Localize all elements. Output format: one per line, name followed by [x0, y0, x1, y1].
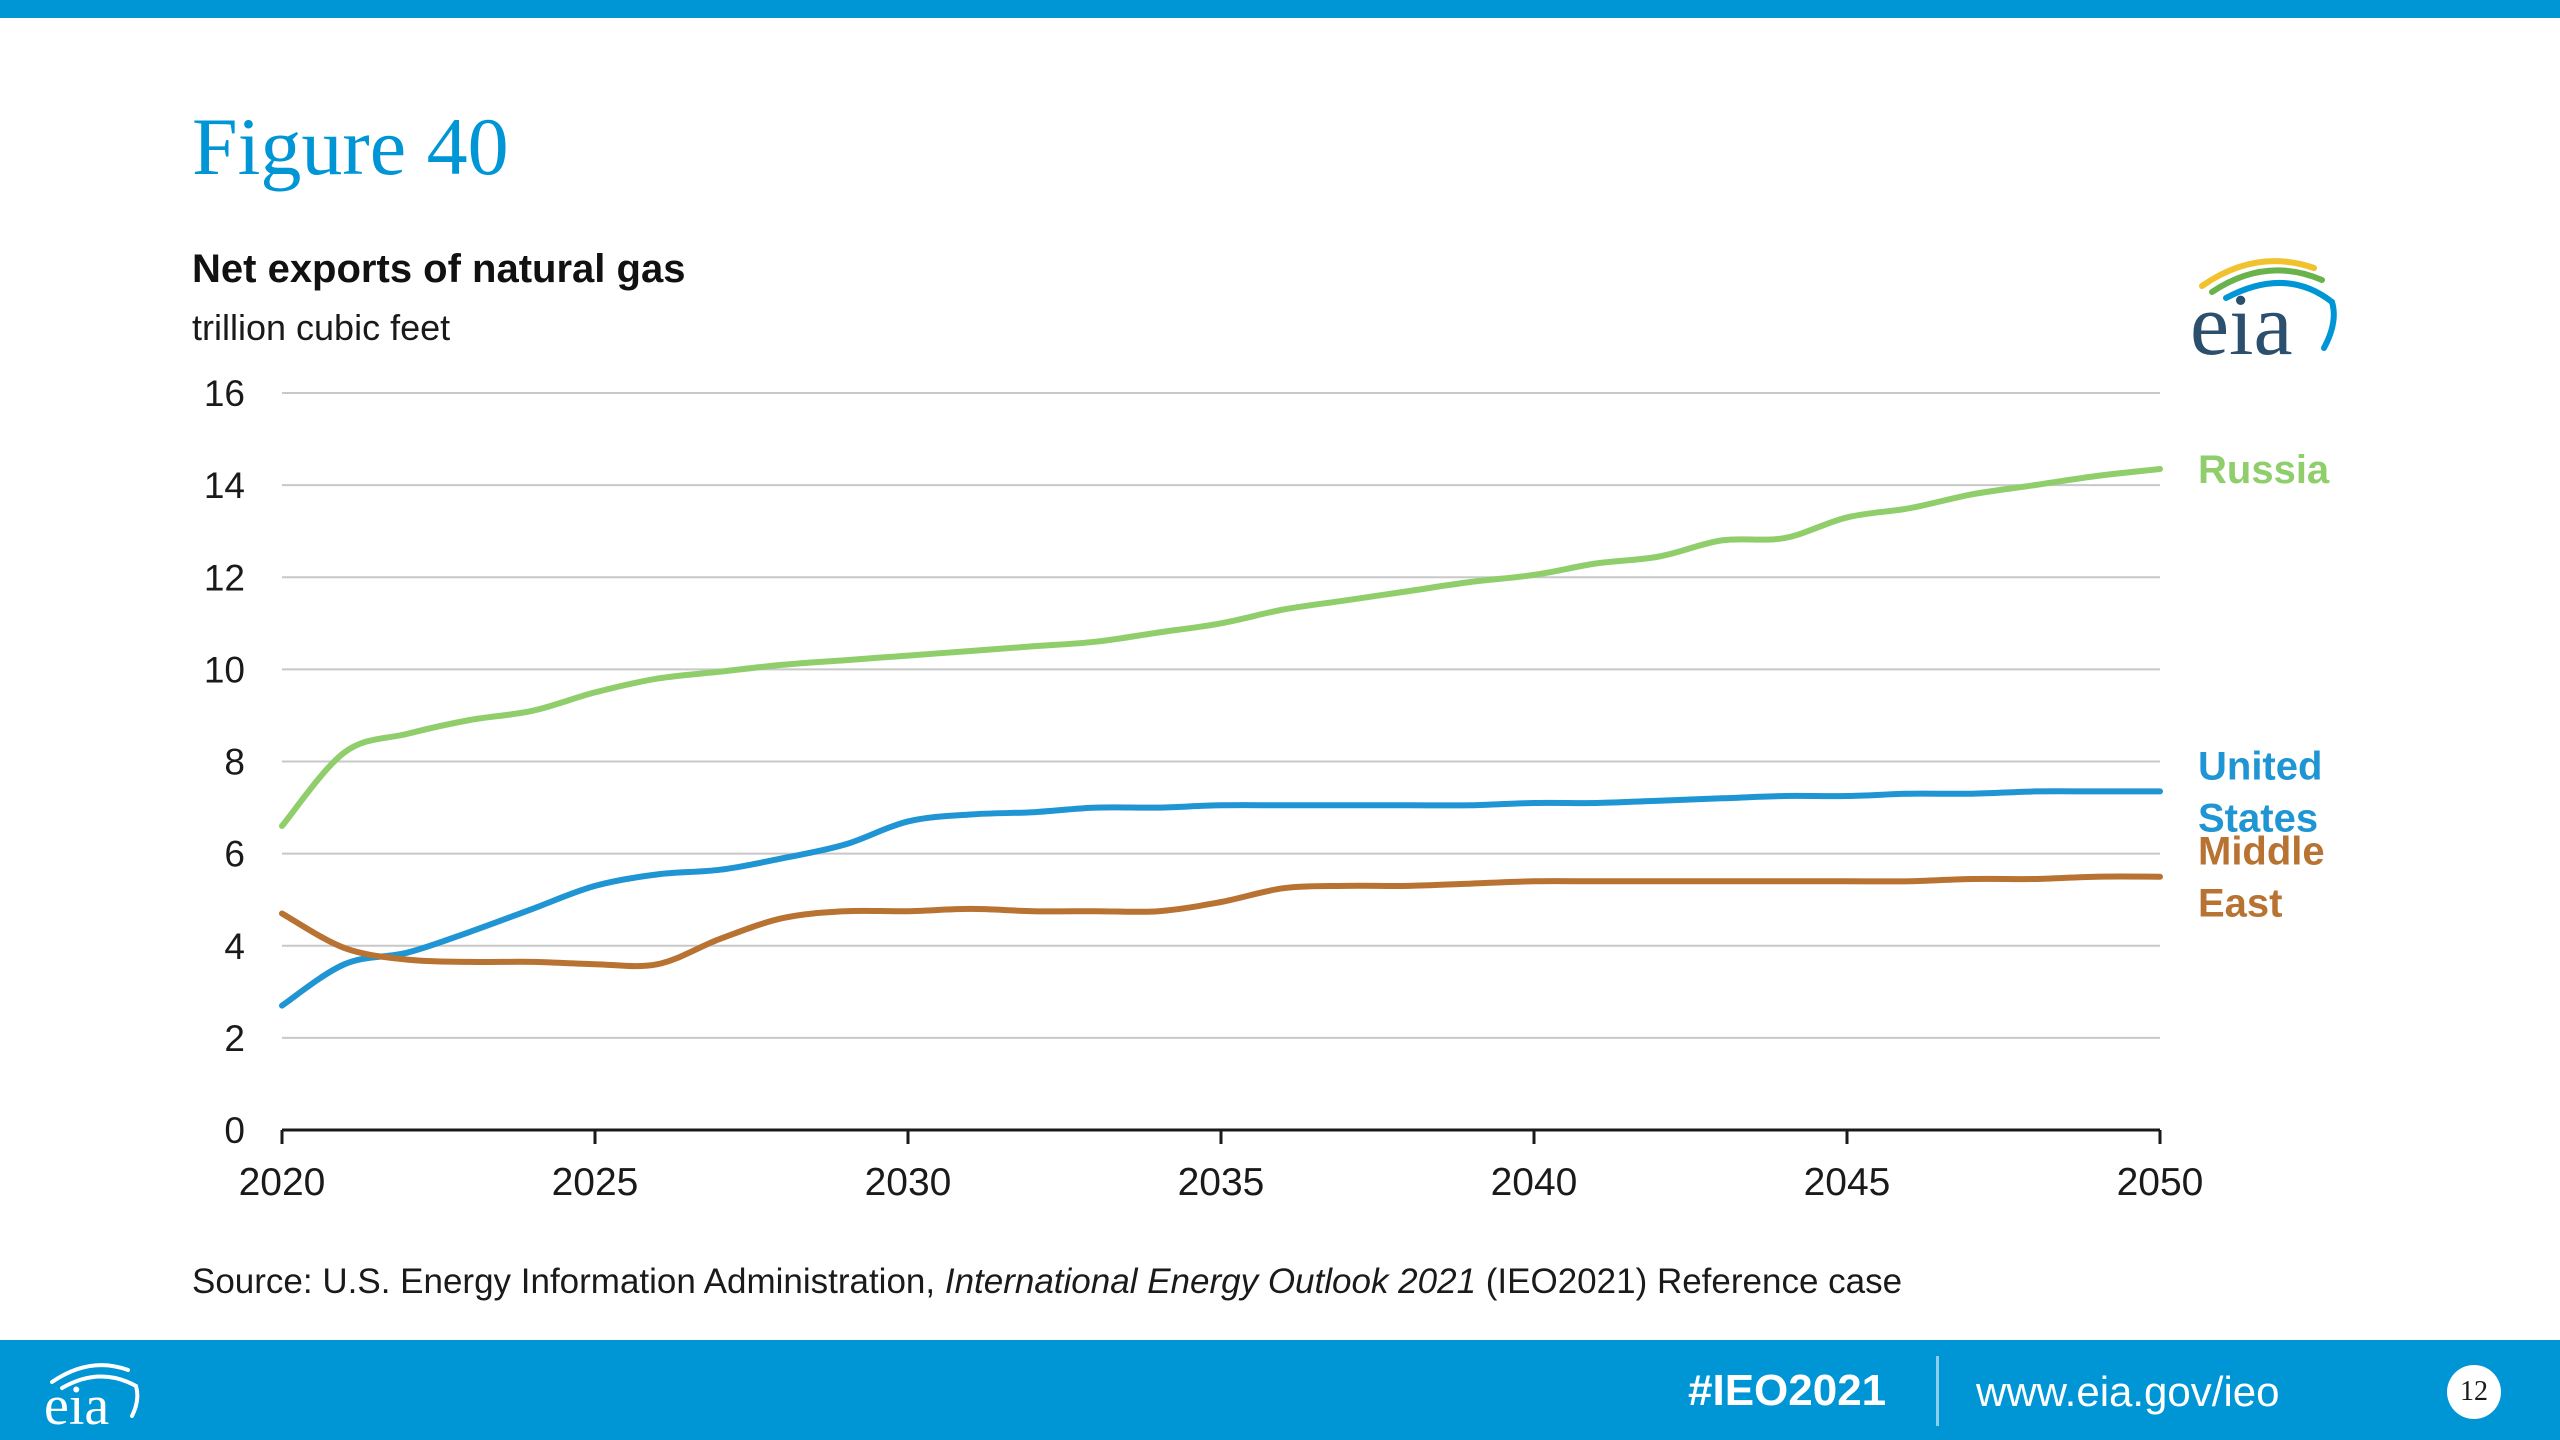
series-label-united-states: States [2198, 796, 2318, 840]
logo-text: eia [2190, 277, 2293, 374]
footer-bar: eia #IEO2021 www.eia.gov/ieo 12 [0, 1340, 2560, 1440]
figure-label: Figure 40 [192, 101, 509, 192]
logo-swoosh-yellow [2199, 258, 2317, 289]
gridlines [282, 392, 2160, 1039]
page-number-badge: 12 [2447, 1365, 2501, 1419]
axes: 0 2 4 6 8 10 12 14 16 2020 2025 2030 2035 2040 2045 205… [204, 373, 2204, 1204]
source-suffix: (IEO2021) Reference case [1476, 1262, 1903, 1301]
source-prefix: Source: U.S. Energy Information Administ… [192, 1262, 945, 1301]
website-link[interactable]: www.eia.gov/ieo [1976, 1368, 2280, 1415]
y-tick-label: 14 [204, 465, 245, 506]
x-tick-label: 2030 [865, 1161, 952, 1204]
y-tick-label: 8 [224, 742, 245, 783]
footer-logo-text: eia [44, 1375, 109, 1430]
footer-eia-logo[interactable]: eia [40, 1354, 150, 1430]
chart-title: Net exports of natural gas [192, 247, 685, 291]
x-tick-label: 2035 [1178, 1161, 1265, 1204]
chart-subtitle: trillion cubic feet [192, 307, 450, 348]
series-label-middle-east: Middle [2198, 830, 2325, 874]
chart: Net exports of natural gas trillion cubi… [192, 247, 2337, 1204]
logo-swoosh-green [2209, 267, 2325, 295]
series-label-united-states: United [2198, 744, 2322, 788]
eia-logo: eia [2190, 258, 2337, 374]
y-tick-label: 4 [224, 926, 245, 967]
series-label-middle-east: East [2198, 882, 2283, 926]
x-tick-label: 2050 [2117, 1161, 2204, 1204]
x-tick-label: 2025 [552, 1161, 639, 1204]
series-label-russia: Russia [2198, 448, 2330, 492]
y-tick-label: 12 [204, 557, 245, 598]
x-tick-label: 2040 [1491, 1161, 1578, 1204]
x-tick-label: 2045 [1804, 1161, 1891, 1204]
y-tick-label: 10 [204, 649, 245, 690]
y-tick-label: 16 [204, 373, 245, 414]
footer-divider [1936, 1356, 1939, 1426]
source-publication: International Energy Outlook 2021 [944, 1262, 1477, 1301]
top-accent-bar [0, 0, 2560, 18]
series-lines [279, 466, 2163, 1009]
y-tick-label: 2 [224, 1018, 245, 1059]
hashtag-link[interactable]: #IEO2021 [1688, 1366, 1887, 1415]
series-line-russia [279, 466, 2163, 829]
y-tick-label: 6 [224, 834, 245, 875]
source-note: Source: U.S. Energy Information Administ… [192, 1262, 1902, 1302]
logo-swoosh-blue [2223, 279, 2337, 351]
x-tick-label: 2020 [239, 1161, 326, 1204]
series-line-middle-east [279, 873, 2163, 970]
footer-logo-swoosh [50, 1363, 130, 1384]
footer-logo-swoosh-2 [60, 1374, 140, 1418]
series-line-united-states [279, 788, 2163, 1009]
y-tick-label: 0 [224, 1110, 245, 1151]
